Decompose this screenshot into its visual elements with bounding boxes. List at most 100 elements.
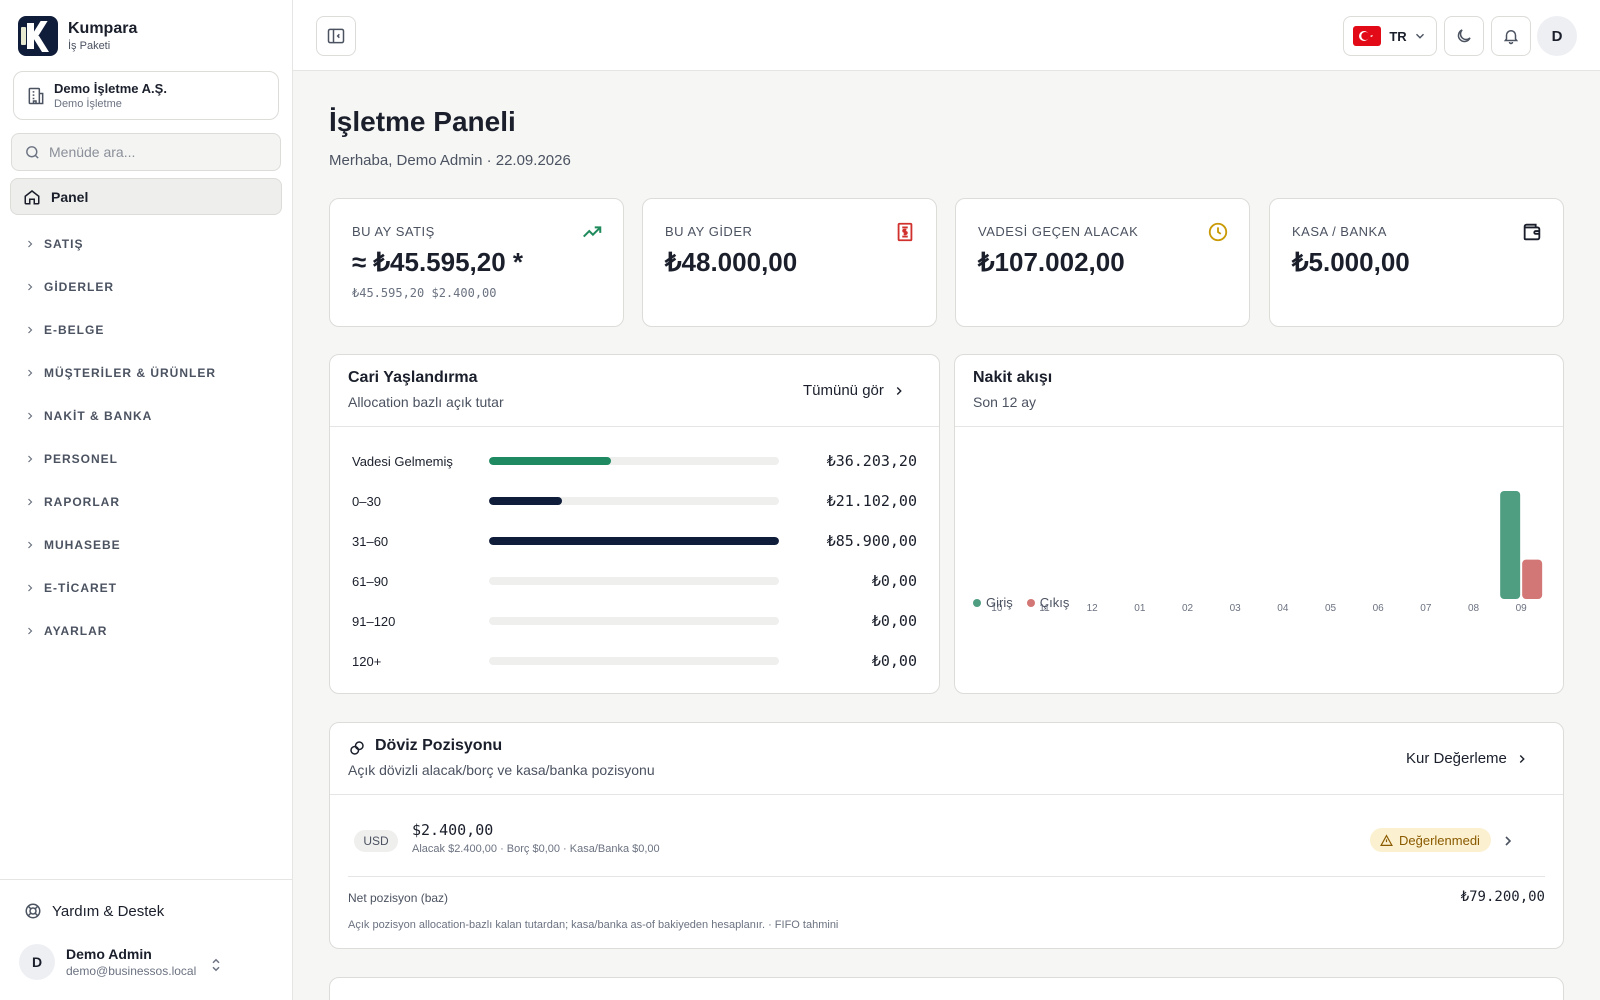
- sidebar-item-satis[interactable]: SATIŞ: [0, 222, 292, 265]
- sidebar-item-label: GİDERLER: [44, 279, 115, 294]
- aging-value: ₺36.203,20: [826, 452, 917, 470]
- cashflow-subtitle: Son 12 ay: [973, 394, 1037, 410]
- legend-label: Çıkış: [1039, 595, 1070, 610]
- sidebar-footer: Yardım & Destek D Demo Admin demo@busine…: [0, 879, 292, 1000]
- menu-search-input[interactable]: [49, 144, 259, 160]
- sidebar-item-label: RAPORLAR: [44, 494, 120, 509]
- aging-row: Vadesi Gelmemiş ₺36.203,20: [352, 450, 917, 472]
- cashflow-title: Nakit akışı: [973, 369, 1053, 386]
- x-tick-label: 09: [1516, 603, 1528, 614]
- chevron-right-icon: [28, 283, 33, 290]
- kpi-card-monthly-expense[interactable]: BU AY GİDER ₺48.000,00: [642, 198, 937, 327]
- sidebar-item-label: NAKİT & BANKA: [44, 408, 153, 423]
- sidebar-item-muhasebe[interactable]: MUHASEBE: [0, 523, 292, 566]
- user-menu[interactable]: D Demo Admin demo@businessos.local: [19, 944, 196, 980]
- chevron-right-icon[interactable]: [1500, 833, 1516, 849]
- aging-value: ₺85.900,00: [826, 532, 917, 550]
- x-tick-label: 02: [1182, 603, 1194, 614]
- language-selector[interactable]: TR: [1343, 16, 1437, 56]
- fx-revaluation-link[interactable]: Kur Değerleme: [1406, 750, 1529, 767]
- user-email: demo@businessos.local: [66, 964, 197, 978]
- user-avatar-button[interactable]: D: [1537, 16, 1577, 56]
- brand[interactable]: Kumpara İş Paketi: [18, 16, 137, 56]
- sidebar-item-nakit-banka[interactable]: NAKİT & BANKA: [0, 394, 292, 437]
- status-badge: Değerlenmedi: [1370, 828, 1491, 852]
- aging-label: 91–120: [352, 613, 396, 629]
- aging-label: Vadesi Gelmemiş: [352, 453, 453, 469]
- receipt-icon: [897, 222, 913, 242]
- aging-row: 61–90 ₺0,00: [352, 570, 917, 592]
- sidebar-item-label: AYARLAR: [44, 623, 108, 638]
- currency-badge: USD: [354, 830, 398, 852]
- sidebar-item-giderler[interactable]: GİDERLER: [0, 265, 292, 308]
- sidebar-item-e-ticaret[interactable]: E-TİCARET: [0, 566, 292, 609]
- kpi-label: BU AY SATIŞ: [352, 224, 435, 239]
- kpi-value: ≈ ₺45.595,20 *: [352, 247, 524, 277]
- lifebuoy-icon: [25, 903, 41, 919]
- building-icon: [28, 87, 44, 104]
- chevron-right-icon: [28, 541, 33, 548]
- chevron-right-icon: [1519, 754, 1525, 763]
- page-title: İşletme Paneli: [329, 106, 516, 137]
- help-support-label: Yardım & Destek: [52, 902, 165, 920]
- aging-value: ₺0,00: [871, 612, 917, 630]
- x-tick-label: 05: [1325, 603, 1337, 614]
- fx-revaluation-label: Kur Değerleme: [1406, 750, 1507, 767]
- view-all-link[interactable]: Tümünü gör: [803, 382, 906, 399]
- company-name: Demo İşletme A.Ş.: [54, 81, 167, 96]
- bar-inflow-09[interactable]: [1500, 491, 1521, 599]
- user-name: Demo Admin: [66, 946, 152, 962]
- kpi-value: ₺48.000,00: [665, 247, 798, 277]
- aging-bar-fill: [489, 497, 562, 505]
- sidebar-item-label: MUHASEBE: [44, 537, 121, 552]
- aging-bar: [489, 497, 779, 505]
- aging-value: ₺21.102,00: [826, 492, 917, 510]
- kpi-subvalue: ₺45.595,20 $2.400,00: [352, 286, 497, 300]
- x-tick-label: 08: [1468, 603, 1480, 614]
- fx-note: Açık pozisyon allocation-bazlı kalan tut…: [348, 919, 839, 931]
- fx-subtitle: Açık dövizli alacak/borç ve kasa/banka p…: [348, 762, 655, 778]
- legend-label: Giriş: [986, 595, 1013, 610]
- aging-bar: [489, 617, 779, 625]
- aging-row: 120+ ₺0,00: [352, 650, 917, 672]
- sidebar-item-musteriler-urunler[interactable]: MÜŞTERİLER & ÜRÜNLER: [0, 351, 292, 394]
- bell-icon: [1503, 30, 1519, 45]
- kpi-card-monthly-sales[interactable]: BU AY SATIŞ ≈ ₺45.595,20 * ₺45.595,20 $2…: [329, 198, 624, 327]
- chevrons-up-down-icon[interactable]: [207, 956, 225, 974]
- sidebar-item-personel[interactable]: PERSONEL: [0, 437, 292, 480]
- legend-dot: [1026, 598, 1035, 607]
- sidebar-item-raporlar[interactable]: RAPORLAR: [0, 480, 292, 523]
- page-subtitle: Merhaba, Demo Admin · 22.09.2026: [329, 152, 571, 169]
- kpi-card-overdue-receivable[interactable]: VADESİ GEÇEN ALACAK ₺107.002,00: [955, 198, 1250, 327]
- trending-up-icon: [583, 226, 602, 238]
- aging-row: 91–120 ₺0,00: [352, 610, 917, 632]
- chevron-right-icon: [896, 386, 902, 395]
- kpi-card-cash-bank[interactable]: KASA / BANKA ₺5.000,00: [1269, 198, 1564, 327]
- moon-icon: [1457, 29, 1471, 43]
- notifications-button[interactable]: [1491, 16, 1531, 56]
- kpi-label: KASA / BANKA: [1292, 224, 1387, 239]
- status-label: Değerlenmedi: [1399, 832, 1480, 848]
- sidebar-item-panel[interactable]: Panel: [10, 178, 282, 215]
- chevron-right-icon: [28, 369, 33, 376]
- chart-legend: Giriş Çıkış: [973, 595, 1083, 610]
- kpi-value: ₺107.002,00: [978, 247, 1125, 277]
- aging-bar-fill: [489, 457, 611, 465]
- sidebar-toggle-icon: [327, 28, 345, 44]
- sidebar-item-ayarlar[interactable]: AYARLAR: [0, 609, 292, 652]
- chevron-right-icon: [28, 455, 33, 462]
- x-tick-label: 06: [1373, 603, 1385, 614]
- wallet-icon: [1523, 223, 1541, 241]
- warning-icon: [1380, 833, 1393, 846]
- x-tick-label: 10: [991, 603, 1003, 614]
- theme-toggle-button[interactable]: [1444, 16, 1484, 56]
- sidebar-toggle-button[interactable]: [316, 16, 356, 56]
- company-switcher[interactable]: Demo İşletme A.Ş. Demo İşletme: [13, 71, 279, 120]
- view-all-label: Tümünü gör: [803, 382, 884, 399]
- bar-outflow-09[interactable]: [1522, 559, 1543, 599]
- kpi-value: ₺5.000,00: [1292, 247, 1410, 277]
- fx-amount: $2.400,00: [412, 821, 494, 839]
- aging-value: ₺0,00: [871, 652, 917, 670]
- help-support-link[interactable]: Yardım & Destek: [24, 902, 164, 920]
- sidebar-item-e-belge[interactable]: E-BELGE: [0, 308, 292, 351]
